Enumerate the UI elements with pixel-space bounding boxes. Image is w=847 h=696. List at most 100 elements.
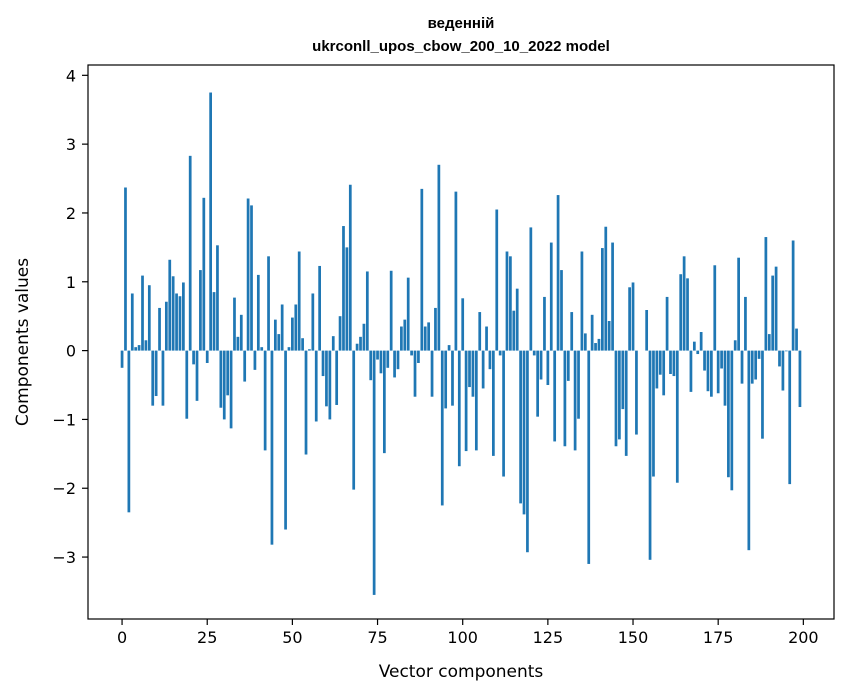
x-axis-ticks: 0 25 50 75 100 125 150 175 200 (117, 619, 819, 647)
bar (314, 350, 318, 422)
bar (492, 350, 495, 456)
bar (781, 350, 785, 391)
bar (539, 350, 543, 380)
bar (750, 350, 754, 384)
bar (362, 323, 366, 351)
bar (243, 350, 247, 382)
bar (737, 257, 740, 351)
bar (498, 350, 502, 356)
bar (379, 350, 383, 374)
bar (652, 350, 655, 477)
bar (178, 296, 182, 351)
chart-title-line2: ukrconll_upos_cbow_200_10_2022 model (312, 38, 610, 55)
bar (328, 350, 332, 420)
bar (788, 350, 792, 485)
bar (284, 350, 287, 530)
y-axis-label: Components values (13, 258, 33, 426)
bar (566, 350, 570, 381)
bar (682, 256, 686, 351)
bar (669, 350, 672, 374)
bar (675, 350, 679, 483)
bar (604, 226, 608, 351)
bar (219, 350, 223, 408)
bar (212, 292, 216, 351)
bar (665, 296, 669, 351)
bar (594, 343, 597, 351)
bar (130, 293, 134, 351)
bar (229, 350, 233, 429)
bar (471, 350, 475, 397)
bar (590, 314, 594, 351)
x-tick-label: 0 (117, 628, 127, 647)
bar (519, 350, 522, 504)
bar (124, 187, 127, 351)
bar (495, 209, 499, 351)
bar (692, 341, 696, 351)
bar (386, 350, 390, 368)
bar (509, 256, 512, 351)
bar (273, 319, 277, 351)
bar (686, 278, 689, 351)
y-tick-label: −3 (52, 548, 76, 567)
bar (144, 340, 148, 351)
bar (720, 350, 723, 369)
bar (556, 195, 560, 351)
bar (522, 350, 526, 515)
bar (526, 350, 529, 553)
bar (352, 350, 356, 490)
bar (205, 350, 209, 363)
bar (611, 242, 614, 351)
y-tick-label: 2 (66, 204, 76, 223)
bar (761, 350, 764, 439)
bar (543, 296, 546, 351)
bar (764, 237, 768, 351)
bar (464, 350, 468, 452)
y-tick-label: −1 (52, 410, 76, 429)
bar (318, 265, 321, 351)
bar (304, 350, 308, 455)
bar (454, 191, 458, 351)
bar (168, 259, 172, 351)
x-tick-label: 75 (367, 628, 387, 647)
bar (192, 350, 195, 365)
x-tick-label: 175 (703, 628, 734, 647)
bar (658, 350, 662, 375)
bar (791, 240, 795, 351)
y-tick-label: 3 (66, 135, 76, 154)
bar (287, 347, 291, 351)
bar (672, 350, 676, 377)
bar (270, 350, 274, 545)
bar (515, 288, 519, 351)
bar (488, 350, 492, 370)
bar (767, 334, 771, 351)
bar (216, 245, 219, 351)
bar (335, 350, 339, 405)
bar (413, 350, 417, 397)
bar (311, 293, 315, 351)
bar (382, 350, 386, 454)
bar (601, 248, 604, 351)
bar (529, 227, 533, 351)
bar (573, 350, 577, 451)
bar (297, 251, 301, 351)
bar (256, 274, 260, 351)
bar (294, 304, 298, 351)
bar (338, 316, 342, 351)
bar (440, 350, 444, 506)
bar (570, 312, 574, 351)
bar (733, 340, 737, 351)
bar (308, 349, 311, 351)
bar (151, 350, 155, 406)
bar (263, 350, 267, 451)
bar (549, 242, 553, 351)
bar (645, 310, 649, 351)
bar (583, 333, 587, 351)
bar (689, 350, 693, 392)
bar (795, 328, 798, 351)
bar (253, 350, 257, 370)
bar (260, 347, 264, 351)
bar (771, 275, 775, 351)
bar (648, 350, 652, 560)
bar (747, 350, 751, 551)
bar (233, 297, 236, 351)
